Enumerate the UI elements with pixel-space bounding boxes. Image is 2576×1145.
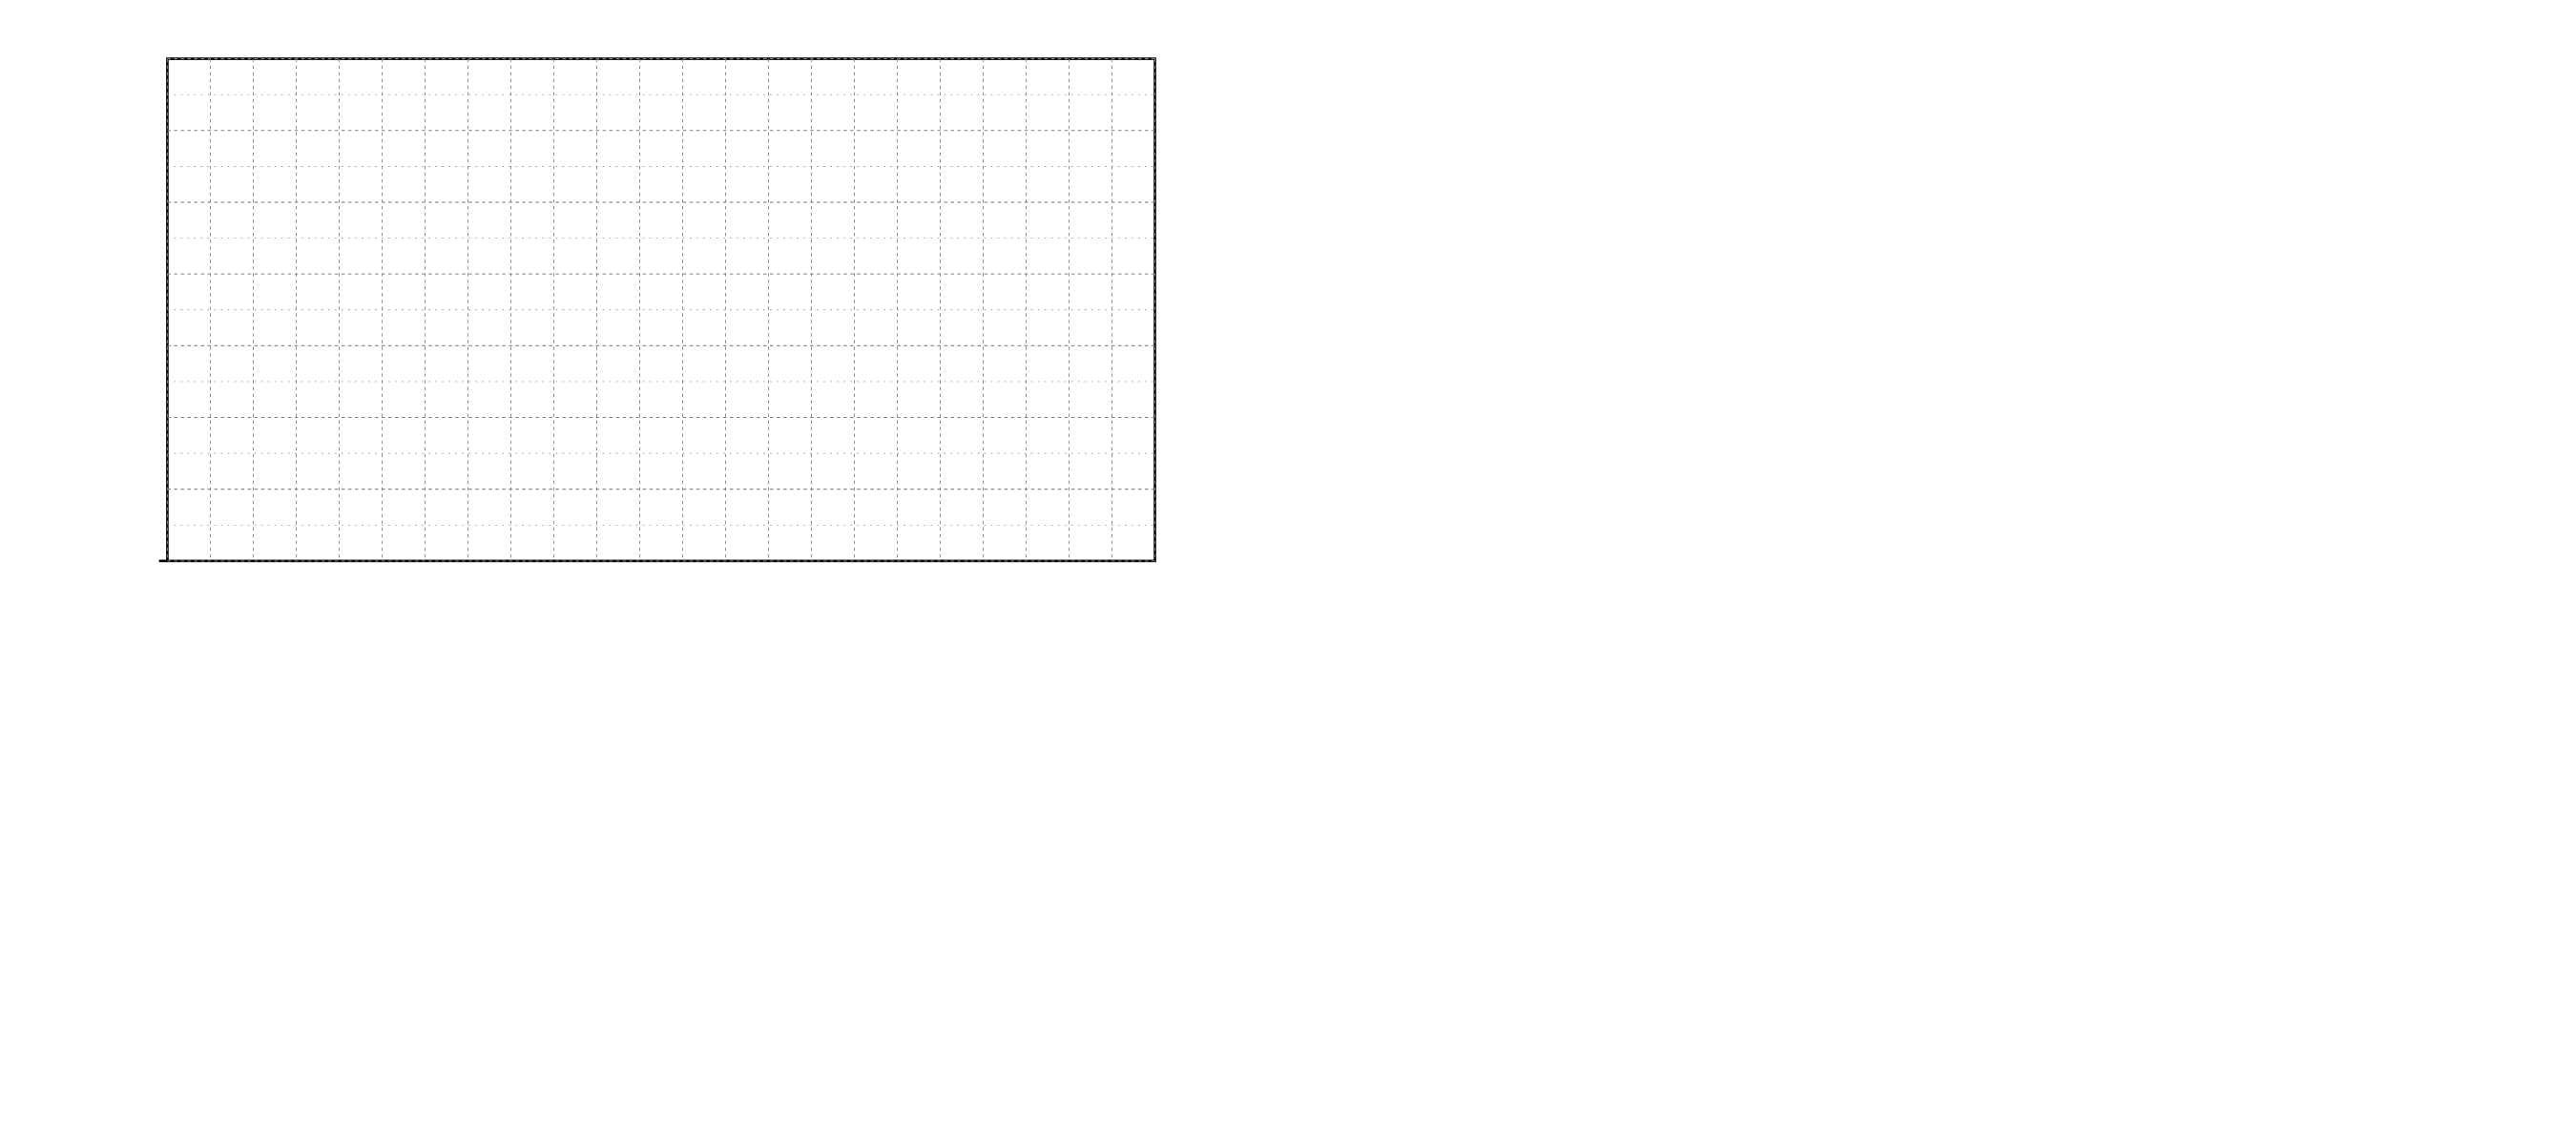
chart-svg [0, 0, 1431, 636]
water-level-chart [0, 0, 1431, 636]
